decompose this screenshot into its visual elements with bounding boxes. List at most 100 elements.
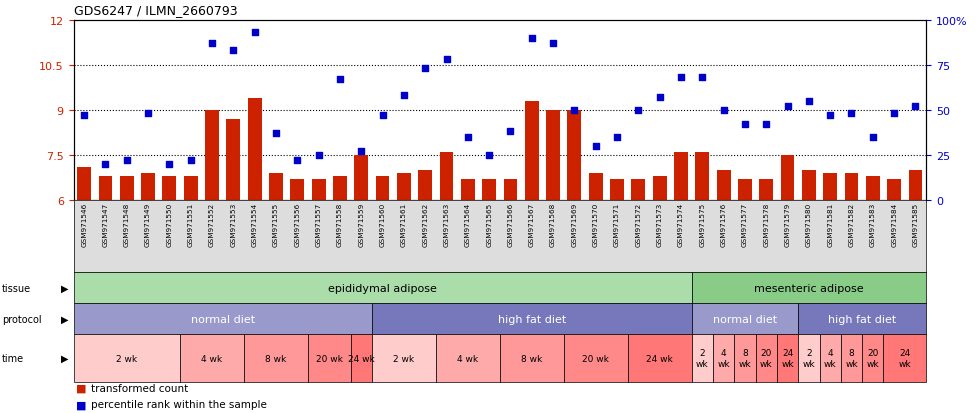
Text: ▶: ▶ (61, 283, 69, 293)
Bar (418, 170, 432, 200)
Text: GSM971546: GSM971546 (81, 202, 87, 247)
Text: high fat diet: high fat diet (498, 314, 565, 324)
Bar (696, 152, 710, 200)
Point (354, 149, 369, 155)
Text: GSM971561: GSM971561 (401, 202, 407, 247)
Text: ▶: ▶ (61, 353, 69, 363)
Point (588, 143, 604, 150)
Text: 4 wk: 4 wk (458, 354, 478, 363)
Text: GSM971551: GSM971551 (188, 202, 194, 247)
Bar (546, 110, 560, 200)
Text: GSM971584: GSM971584 (891, 202, 897, 247)
Point (652, 95, 667, 101)
Bar (845, 173, 858, 200)
Bar (631, 179, 645, 200)
Point (630, 107, 646, 114)
Bar (333, 176, 347, 200)
Point (98, 161, 114, 168)
Text: GSM971583: GSM971583 (870, 202, 876, 247)
Text: 8 wk: 8 wk (266, 354, 286, 363)
Bar (397, 173, 411, 200)
Text: GSM971548: GSM971548 (123, 202, 129, 247)
Bar (74, 304, 372, 335)
Bar (163, 176, 176, 200)
Bar (627, 335, 692, 382)
Bar (290, 179, 304, 200)
Point (801, 98, 816, 105)
Text: 8
wk: 8 wk (845, 349, 858, 368)
Bar (371, 335, 436, 382)
Bar (525, 102, 539, 200)
Bar (866, 176, 880, 200)
Bar (99, 176, 113, 200)
Bar (712, 335, 734, 382)
Text: GSM971579: GSM971579 (785, 202, 791, 247)
Text: 2
wk: 2 wk (696, 349, 709, 368)
Bar (692, 304, 798, 335)
Text: high fat diet: high fat diet (828, 314, 897, 324)
Bar (781, 155, 795, 200)
Text: 4 wk: 4 wk (202, 354, 222, 363)
Point (269, 131, 284, 137)
Point (439, 57, 455, 64)
Point (907, 104, 923, 110)
Text: GSM971552: GSM971552 (209, 202, 215, 247)
Point (225, 48, 241, 55)
Text: ■: ■ (76, 399, 87, 409)
Text: GSM971573: GSM971573 (657, 202, 662, 247)
Text: GSM971568: GSM971568 (550, 202, 556, 247)
Text: GSM971569: GSM971569 (571, 202, 577, 247)
Bar (887, 179, 901, 200)
Text: epididymal adipose: epididymal adipose (328, 283, 437, 293)
Text: 20 wk: 20 wk (316, 354, 343, 363)
Bar (504, 179, 517, 200)
Point (247, 30, 263, 36)
Point (780, 104, 796, 110)
Bar (862, 335, 884, 382)
Point (695, 75, 710, 81)
Bar (567, 110, 581, 200)
Point (481, 152, 497, 159)
Point (396, 93, 412, 100)
Text: GSM971556: GSM971556 (294, 202, 300, 247)
Point (545, 41, 561, 47)
Text: GSM971559: GSM971559 (359, 202, 365, 247)
Bar (589, 173, 603, 200)
Bar (653, 176, 666, 200)
Point (673, 75, 689, 81)
Text: GSM971581: GSM971581 (827, 202, 833, 247)
Point (374, 113, 390, 119)
Bar (248, 98, 262, 200)
Bar (120, 176, 133, 200)
Point (289, 157, 305, 164)
Point (183, 157, 199, 164)
Point (715, 107, 731, 114)
Bar (312, 179, 325, 200)
Bar (756, 335, 777, 382)
Bar (482, 179, 496, 200)
Point (566, 107, 582, 114)
Point (844, 111, 859, 117)
Bar (777, 335, 798, 382)
Bar (692, 273, 926, 304)
Text: GSM971570: GSM971570 (593, 202, 599, 247)
Bar (823, 173, 837, 200)
Point (524, 35, 540, 42)
Bar (180, 335, 244, 382)
Text: 2 wk: 2 wk (393, 354, 415, 363)
Bar (141, 173, 155, 200)
Bar (308, 335, 351, 382)
Text: GSM971578: GSM971578 (763, 202, 769, 247)
Point (737, 121, 753, 128)
Bar (355, 155, 368, 200)
Text: 8 wk: 8 wk (521, 354, 542, 363)
Text: time: time (2, 353, 24, 363)
Bar (802, 170, 815, 200)
Text: 8
wk: 8 wk (739, 349, 752, 368)
Point (162, 161, 177, 168)
Bar (77, 167, 91, 200)
Text: 24
wk: 24 wk (899, 349, 911, 368)
Bar (760, 179, 773, 200)
Bar (564, 335, 627, 382)
Text: GSM971557: GSM971557 (316, 202, 321, 247)
